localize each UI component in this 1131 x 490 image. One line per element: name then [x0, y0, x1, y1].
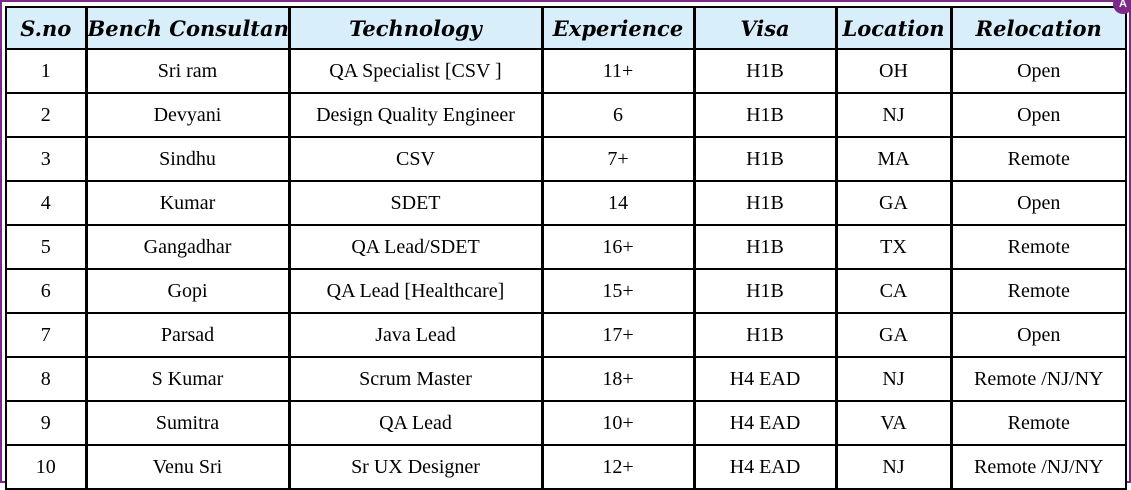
- cell-visa: H4 EAD: [693, 400, 838, 446]
- cell-sno: 7: [5, 312, 88, 358]
- cell-technology: QA Lead: [288, 400, 544, 446]
- cell-visa: H1B: [693, 136, 838, 182]
- table-row: 3 Sindhu CSV 7+ H1B MA Remote: [5, 136, 1127, 182]
- header-technology: Technology: [288, 6, 544, 50]
- cell-location: NJ: [835, 356, 953, 402]
- cell-location: MA: [835, 136, 953, 182]
- cell-technology: QA Specialist [CSV ]: [288, 48, 544, 94]
- cell-technology: SDET: [288, 180, 544, 226]
- table-header: S.no Bench Consultants Technology Experi…: [5, 6, 1127, 50]
- header-sno: S.no: [5, 6, 88, 50]
- cell-experience: 10+: [541, 400, 696, 446]
- cell-visa: H4 EAD: [693, 356, 838, 402]
- cell-experience: 17+: [541, 312, 696, 358]
- cell-technology: QA Lead [Healthcare]: [288, 268, 544, 314]
- cell-relocation: Remote: [950, 224, 1127, 270]
- cell-sno: 4: [5, 180, 88, 226]
- header-visa: Visa: [693, 6, 838, 50]
- cell-consultant-name: Gangadhar: [85, 224, 291, 270]
- cell-experience: 7+: [541, 136, 696, 182]
- cell-technology: Scrum Master: [288, 356, 544, 402]
- cell-experience: 6: [541, 92, 696, 138]
- cell-consultant-name: Devyani: [85, 92, 291, 138]
- header-experience: Experience: [541, 6, 696, 50]
- cell-consultant-name: S Kumar: [85, 356, 291, 402]
- cell-location: GA: [835, 312, 953, 358]
- cell-relocation: Remote /NJ/NY: [950, 444, 1127, 490]
- cell-experience: 12+: [541, 444, 696, 490]
- cell-experience: 16+: [541, 224, 696, 270]
- cell-technology: Sr UX Designer: [288, 444, 544, 490]
- header-bench-consultants: Bench Consultants: [85, 6, 291, 50]
- cell-experience: 15+: [541, 268, 696, 314]
- table-row: 6 Gopi QA Lead [Healthcare] 15+ H1B CA Remote: [5, 268, 1127, 314]
- cell-technology: Java Lead: [288, 312, 544, 358]
- cell-relocation: Remote: [950, 136, 1127, 182]
- cell-location: GA: [835, 180, 953, 226]
- header-relocation: Relocation: [950, 6, 1127, 50]
- cell-location: OH: [835, 48, 953, 94]
- table-row: 4 Kumar SDET 14 H1B GA Open: [5, 180, 1127, 226]
- cell-visa: H1B: [693, 180, 838, 226]
- table-row: 1 Sri ram QA Specialist [CSV ] 11+ H1B OH Open: [5, 48, 1127, 94]
- cell-location: VA: [835, 400, 953, 446]
- table-row: 10 Venu Sri Sr UX Designer 12+ H4 EAD NJ Remot…: [5, 444, 1127, 490]
- cell-visa: H1B: [693, 268, 838, 314]
- cell-visa: H1B: [693, 48, 838, 94]
- cell-technology: CSV: [288, 136, 544, 182]
- cell-sno: 10: [5, 444, 88, 490]
- cell-technology: Design Quality Engineer: [288, 92, 544, 138]
- cell-visa: H1B: [693, 92, 838, 138]
- header-location: Location: [835, 6, 953, 50]
- cell-consultant-name: Sri ram: [85, 48, 291, 94]
- cell-visa: H4 EAD: [693, 444, 838, 490]
- cell-location: TX: [835, 224, 953, 270]
- table-row: 2 Devyani Design Quality Engineer 6 H1B NJ Ope…: [5, 92, 1127, 138]
- table-row: 7 Parsad Java Lead 17+ H1B GA Open: [5, 312, 1127, 358]
- header-row: S.no Bench Consultants Technology Experi…: [5, 6, 1127, 50]
- cell-location: NJ: [835, 444, 953, 490]
- consultants-table: S.no Bench Consultants Technology Experi…: [5, 6, 1127, 490]
- cell-sno: 3: [5, 136, 88, 182]
- table-row: 5 Gangadhar QA Lead/SDET 16+ H1B TX Remote: [5, 224, 1127, 270]
- cell-consultant-name: Venu Sri: [85, 444, 291, 490]
- cell-sno: 9: [5, 400, 88, 446]
- cell-location: NJ: [835, 92, 953, 138]
- cell-visa: H1B: [693, 224, 838, 270]
- cell-relocation: Open: [950, 48, 1127, 94]
- cell-relocation: Open: [950, 312, 1127, 358]
- cell-sno: 5: [5, 224, 88, 270]
- table-body: 1 Sri ram QA Specialist [CSV ] 11+ H1B OH Open…: [5, 48, 1127, 490]
- cell-sno: 6: [5, 268, 88, 314]
- cell-consultant-name: Sumitra: [85, 400, 291, 446]
- cell-sno: 2: [5, 92, 88, 138]
- cell-sno: 8: [5, 356, 88, 402]
- cell-experience: 18+: [541, 356, 696, 402]
- cell-consultant-name: Parsad: [85, 312, 291, 358]
- cell-location: CA: [835, 268, 953, 314]
- cell-relocation: Remote: [950, 400, 1127, 446]
- cell-sno: 1: [5, 48, 88, 94]
- cell-relocation: Open: [950, 180, 1127, 226]
- cell-consultant-name: Sindhu: [85, 136, 291, 182]
- corner-badge: A: [1113, 0, 1131, 14]
- cell-relocation: Open: [950, 92, 1127, 138]
- cell-relocation: Remote: [950, 268, 1127, 314]
- cell-consultant-name: Gopi: [85, 268, 291, 314]
- table-row: 9 Sumitra QA Lead 10+ H4 EAD VA Remote: [5, 400, 1127, 446]
- cell-consultant-name: Kumar: [85, 180, 291, 226]
- cell-visa: H1B: [693, 312, 838, 358]
- cell-experience: 11+: [541, 48, 696, 94]
- cell-relocation: Remote /NJ/NY: [950, 356, 1127, 402]
- cell-experience: 14: [541, 180, 696, 226]
- cell-technology: QA Lead/SDET: [288, 224, 544, 270]
